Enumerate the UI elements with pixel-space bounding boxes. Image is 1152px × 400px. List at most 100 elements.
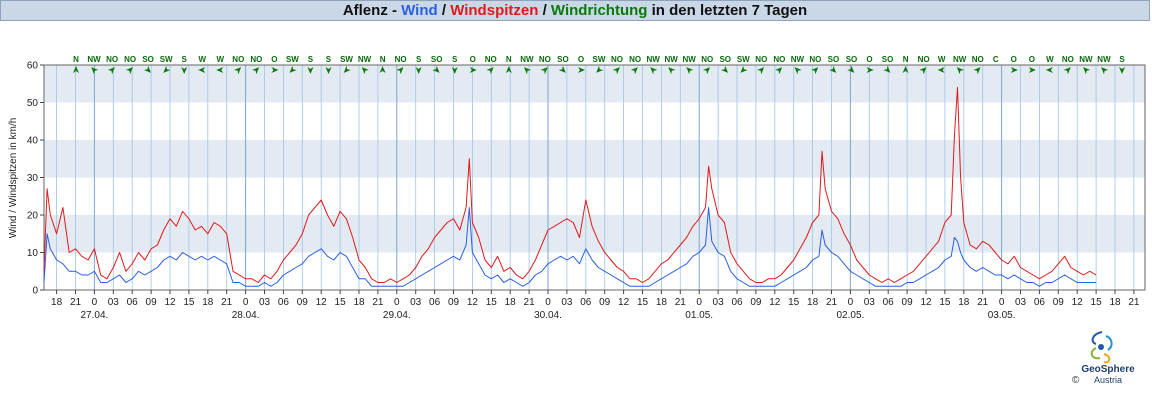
y-axis: 0 10 20 30 40 50 60	[27, 61, 44, 297]
direction-arrow	[73, 66, 79, 73]
direction-label: SO	[557, 55, 569, 64]
x-tick-label: 09	[1053, 297, 1065, 308]
direction-label: NO	[611, 55, 623, 64]
background-bands	[44, 65, 1145, 253]
y-tick-label: 50	[27, 98, 39, 109]
direction-label: O	[578, 55, 584, 64]
direction-arrow	[883, 65, 891, 73]
title-sep-1: /	[437, 2, 451, 19]
x-tick-label: 18	[958, 297, 970, 308]
direction-arrow	[343, 65, 351, 73]
x-tick-label: 06	[429, 297, 441, 308]
direction-arrow	[216, 67, 224, 73]
direction-label: NO	[106, 55, 118, 64]
logo-name: GeoSphere	[1081, 364, 1135, 375]
x-tick-label: 15	[1091, 297, 1103, 308]
background-band	[44, 140, 1145, 178]
direction-arrow	[596, 65, 604, 73]
x-tick-label: 21	[977, 297, 989, 308]
x-tick-label: 06	[580, 297, 592, 308]
x-tick-label: 0	[243, 297, 249, 308]
direction-arrow	[451, 67, 458, 74]
direction-label: SO	[719, 55, 731, 64]
date-label: 02.05.	[836, 310, 864, 321]
direction-label: SO	[828, 55, 840, 64]
direction-label: O	[866, 55, 872, 64]
direction-label: NO	[250, 55, 262, 64]
direction-label: NO	[1062, 55, 1074, 64]
date-label: 01.05.	[685, 310, 713, 321]
direction-label: NW	[1097, 55, 1111, 64]
direction-arrow	[650, 67, 658, 75]
direction-label: S	[308, 55, 314, 64]
direction-label: SO	[431, 55, 443, 64]
x-axis: 18 21 0 03 06 09 12 15 18 21 0 03 06 09 12 15 18 21 0 03 06 0…	[51, 290, 1140, 321]
direction-label: NO	[701, 55, 713, 64]
direction-arrow	[1045, 67, 1053, 73]
direction-arrow	[720, 65, 729, 73]
direction-arrow	[1028, 67, 1036, 73]
x-tick-label: 09	[750, 297, 762, 308]
series-windspitzen	[43, 87, 1097, 283]
direction-label: SW	[737, 55, 750, 64]
direction-arrow	[1010, 67, 1018, 73]
title-wind: Wind	[401, 2, 438, 19]
x-tick-label: 15	[939, 297, 951, 308]
x-tick-label: 21	[524, 297, 536, 308]
x-tick-label: 12	[1072, 297, 1084, 308]
direction-arrow	[973, 67, 981, 75]
background-band	[44, 65, 1145, 103]
x-tick-label: 15	[637, 297, 649, 308]
x-tick-label: 18	[202, 297, 214, 308]
y-axis-label: Wind / Windspitzen in km/h	[8, 118, 19, 239]
x-tick-label: 12	[467, 297, 479, 308]
direction-label: NO	[395, 55, 407, 64]
x-tick-label: 03	[410, 297, 422, 308]
x-tick-label: 12	[164, 297, 176, 308]
direction-arrow	[612, 67, 620, 75]
direction-arrow	[702, 67, 711, 75]
direction-arrow	[956, 67, 964, 75]
x-tick-label: 12	[316, 297, 328, 308]
direction-label: NO	[539, 55, 551, 64]
direction-arrow	[668, 67, 676, 75]
direction-arrow	[396, 67, 404, 75]
x-tick-label: 18	[353, 297, 365, 308]
x-tick-label: 12	[920, 297, 932, 308]
logo-copyright: ©	[1072, 375, 1080, 386]
date-label: 03.05.	[988, 310, 1016, 321]
direction-label: SW	[340, 55, 353, 64]
direction-label: NO	[809, 55, 821, 64]
direction-label: NO	[755, 55, 767, 64]
x-tick-label: 03	[1015, 297, 1027, 308]
direction-arrow	[271, 67, 279, 73]
x-tick-label: 0	[848, 297, 854, 308]
x-tick-label: 06	[278, 297, 290, 308]
direction-label: S	[452, 55, 458, 64]
x-tick-label: 21	[675, 297, 687, 308]
date-label: 30.04.	[534, 310, 562, 321]
direction-label: W	[1046, 55, 1054, 64]
direction-arrow	[524, 67, 532, 75]
x-tick-label: 0	[92, 297, 98, 308]
direction-arrow	[577, 67, 585, 73]
direction-arrow	[379, 66, 386, 73]
direction-arrow	[198, 67, 206, 73]
x-tick-label: 18	[1109, 297, 1121, 308]
direction-label: NW	[87, 55, 101, 64]
direction-label: NW	[683, 55, 697, 64]
x-tick-label: 15	[335, 297, 347, 308]
direction-label: W	[216, 55, 224, 64]
direction-label: SO	[882, 55, 894, 64]
x-tick-label: 06	[731, 297, 743, 308]
y-tick-label: 30	[27, 173, 39, 184]
direction-arrow	[325, 67, 332, 74]
direction-label: O	[470, 55, 476, 64]
direction-arrow	[902, 66, 909, 73]
x-tick-label: 09	[902, 297, 914, 308]
direction-arrow	[919, 67, 927, 75]
x-tick-label: 06	[1034, 297, 1046, 308]
direction-arrow	[361, 67, 369, 75]
direction-arrow	[540, 67, 548, 75]
title-direction: Windrichtung	[550, 2, 648, 19]
